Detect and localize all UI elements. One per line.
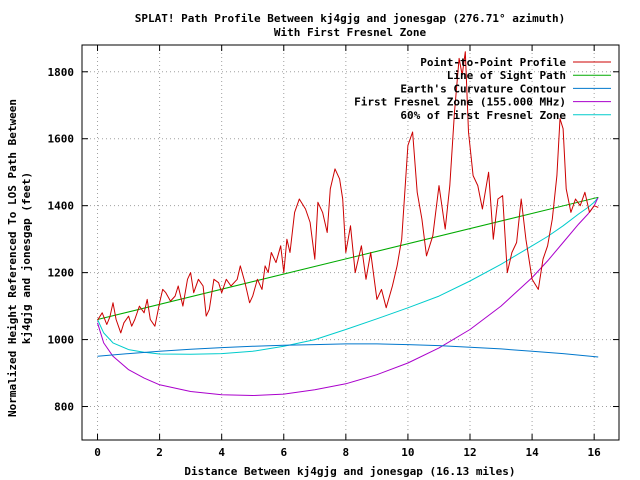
legend-label: Point-to-Point Profile: [420, 56, 566, 69]
y-tick-label: 1800: [48, 66, 75, 79]
series-line-2: [97, 343, 599, 358]
x-tick-label: 2: [156, 446, 163, 459]
chart-title: SPLAT! Path Profile Between kj4gjg and j…: [135, 12, 565, 25]
legend-label: Earth's Curvature Contour: [400, 82, 566, 95]
x-tick-label: 6: [280, 446, 287, 459]
legend-label: First Fresnel Zone (155.000 MHz): [354, 96, 566, 109]
series-line-4: [97, 196, 599, 355]
grid: [82, 45, 619, 440]
y-tick-label: 1200: [48, 267, 75, 280]
x-tick-label: 14: [525, 446, 539, 459]
series-line-0: [97, 51, 599, 334]
y-tick-label: 1400: [48, 200, 75, 213]
y-tick-label: 800: [54, 401, 74, 414]
y-tick-label: 1000: [48, 334, 75, 347]
plot-border: [81, 44, 620, 441]
y-axis-label-line-1: Normalized Height Referenced To LOS Path…: [6, 99, 19, 417]
chart-subtitle: With First Fresnel Zone: [274, 26, 427, 39]
x-tick-label: 16: [588, 446, 602, 459]
series-line-3: [97, 197, 599, 396]
x-tick-label: 12: [463, 446, 476, 459]
x-tick-label: 0: [94, 446, 101, 459]
x-tick-label: 10: [401, 446, 414, 459]
legend-label: 60% of First Fresnel Zone: [400, 109, 566, 122]
y-tick-label: 1600: [48, 133, 75, 146]
series-lines: [97, 51, 599, 396]
y-axis-label-line-2: kj4gjg and jonesgap (feet): [20, 172, 33, 344]
x-axis-label: Distance Between kj4gjg and jonesgap (16…: [184, 465, 515, 478]
axis-ticks: 0 2 4 6 8 10 12 14 16 800 1000 1200 1400 1600 1800: [48, 45, 619, 459]
legend-label: Line of Sight Path: [447, 69, 566, 82]
x-tick-label: 4: [218, 446, 225, 459]
x-tick-label: 8: [343, 446, 350, 459]
